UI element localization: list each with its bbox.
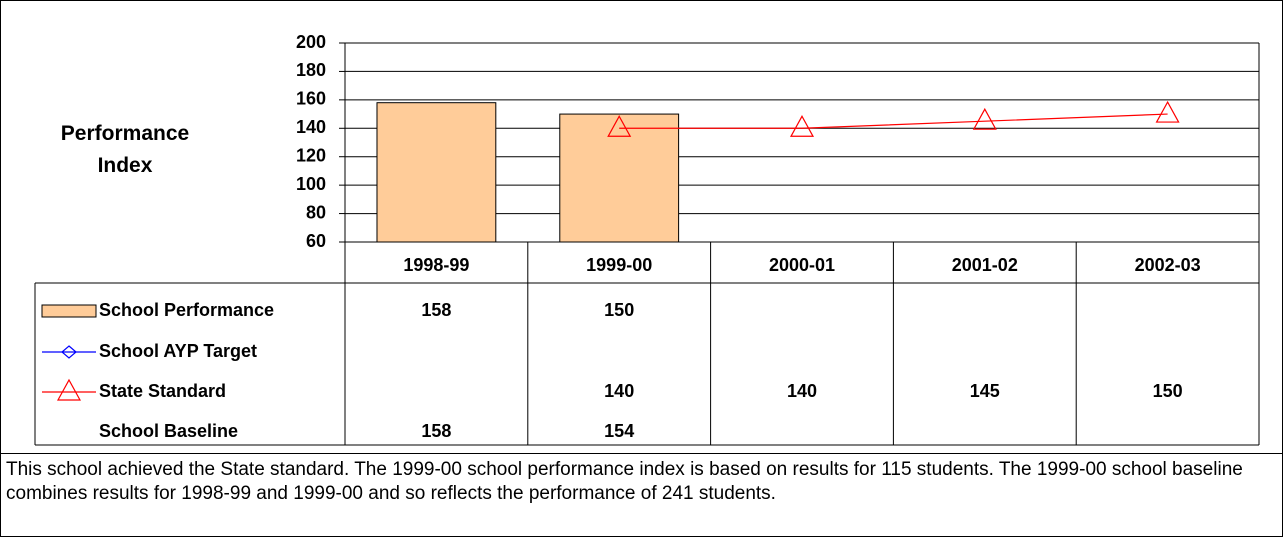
marker (1155, 100, 1180, 123)
x-tick-label: 2000-01 (769, 255, 835, 275)
note: This school achieved the State standard.… (6, 459, 1243, 504)
y-axis-label: Performance Index (60, 122, 190, 177)
y-tick-label: 80 (306, 202, 326, 222)
legend-key (41, 304, 97, 318)
table-value: 150 (604, 300, 634, 320)
marker (972, 107, 997, 130)
legend-marker (56, 378, 82, 401)
legend-label: State Standard (99, 381, 226, 401)
legend-marker (61, 345, 77, 359)
x-tick-label: 2001-02 (952, 255, 1018, 275)
y-tick-label: 200 (296, 32, 326, 52)
table-value: 145 (970, 381, 1000, 401)
y-tick-label: 180 (296, 60, 326, 80)
line (619, 113, 1168, 129)
table-value: 158 (421, 421, 451, 441)
table-value: 154 (604, 421, 634, 441)
legend-label: School AYP Target (99, 341, 257, 361)
table-value: 140 (604, 381, 634, 401)
legend-label: School Baseline (99, 421, 238, 441)
bar (559, 113, 680, 243)
marker (789, 115, 815, 137)
table-value: 140 (787, 381, 817, 401)
bar (376, 102, 497, 243)
y-tick-label: 60 (306, 231, 326, 251)
marker (607, 115, 632, 137)
y-tick-label: 160 (296, 89, 326, 109)
y-tick-label: 120 (296, 145, 326, 165)
table-value: 158 (421, 300, 451, 320)
table-value: 150 (1153, 381, 1183, 401)
y-tick-label: 100 (296, 174, 326, 194)
legend-label: School Performance (99, 300, 274, 320)
x-tick-label: 1998-99 (403, 255, 469, 275)
x-tick-label: 2002-03 (1135, 255, 1201, 275)
x-tick-label: 1999-00 (586, 255, 652, 275)
y-tick-label: 140 (296, 117, 326, 137)
